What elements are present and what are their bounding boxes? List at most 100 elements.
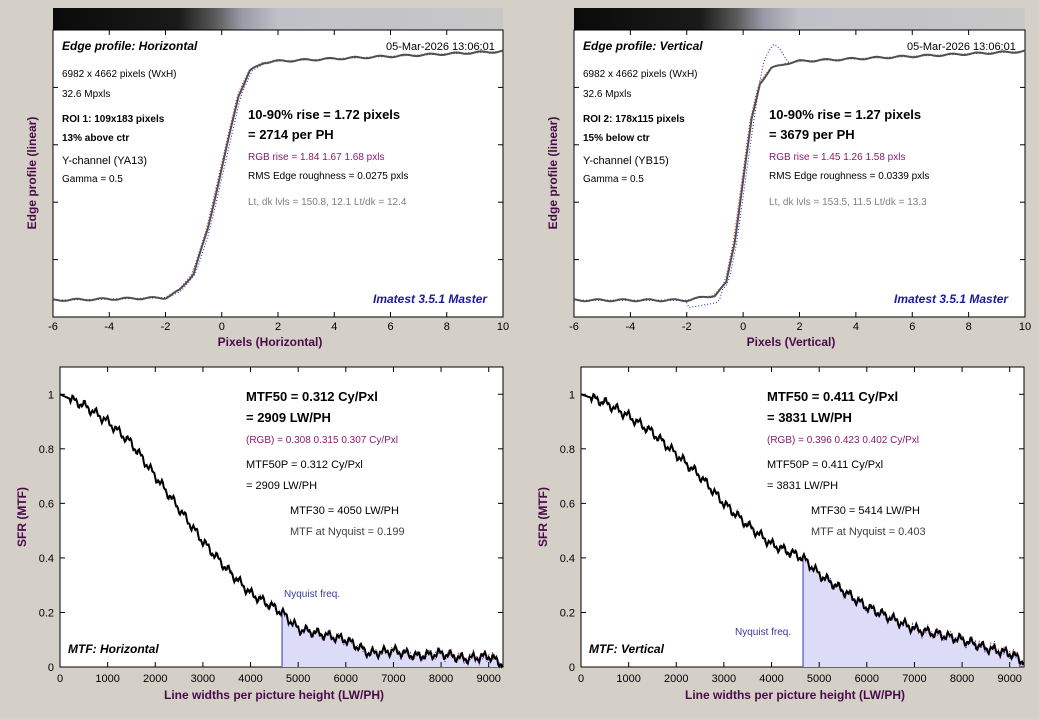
edge-profile-horizontal-panel: Edge profile: Horizontal 05-Mar-2026 13:… — [25, 8, 509, 349]
rise-per-ph: = 3679 per PH — [769, 127, 855, 142]
plot-area — [573, 29, 1026, 318]
x-tick-label: -4 — [625, 321, 635, 333]
nyquist-label: Nyquist freq. — [735, 627, 791, 638]
blue-channel-mtf — [59, 393, 503, 668]
x-tick-label: 1000 — [95, 673, 119, 685]
x-tick-label: 9000 — [476, 673, 500, 685]
y-tick-label: 0.8 — [39, 444, 54, 456]
megapixels: 32.6 Mpxls — [583, 89, 631, 100]
mtf30-value: MTF30 = 4050 LW/PH — [290, 505, 399, 517]
panel-title: Edge profile: Horizontal — [62, 39, 198, 53]
mtf50p-lwph: = 3831 LW/PH — [767, 480, 838, 492]
edge-roughness: RMS Edge roughness = 0.0275 pxls — [248, 171, 408, 182]
plot-area — [52, 29, 504, 318]
edge-image-strip — [53, 8, 503, 30]
mtf30-value: MTF30 = 5414 LW/PH — [811, 505, 920, 517]
x-tick-label: -2 — [161, 321, 171, 333]
x-tick-label: 8000 — [429, 673, 453, 685]
roi-position: 13% above ctr — [62, 133, 129, 144]
x-tick-label: 4000 — [238, 673, 262, 685]
x-tick-label: 2000 — [664, 673, 688, 685]
x-tick-label: -6 — [569, 321, 579, 333]
y-tick-label: 0.4 — [560, 553, 575, 565]
x-tick-label: 6000 — [334, 673, 358, 685]
y-axis-label: Edge profile (linear) — [546, 117, 560, 230]
y-tick-label: 1 — [569, 389, 575, 401]
x-tick-label: 6000 — [855, 673, 879, 685]
x-tick-label: -2 — [682, 321, 692, 333]
edge-profile-line — [573, 49, 1026, 303]
y-tick-label: 0.8 — [560, 444, 575, 456]
channel: Y-channel (YB15) — [583, 155, 669, 167]
megapixels: 32.6 Mpxls — [62, 89, 110, 100]
panel-title: Edge profile: Vertical — [583, 39, 703, 53]
x-tick-label: 0 — [578, 673, 584, 685]
software-version: Imatest 3.5.1 Master — [373, 292, 488, 306]
y-tick-label: 0.4 — [39, 553, 54, 565]
x-axis-label: Line widths per picture height (LW/PH) — [164, 688, 384, 702]
x-tick-label: 7000 — [902, 673, 926, 685]
mtf-at-nyquist: MTF at Nyquist = 0.403 — [811, 526, 926, 538]
x-tick-label: 10 — [1019, 321, 1031, 333]
x-axis-label: Pixels (Vertical) — [747, 335, 836, 349]
x-tick-label: 10 — [497, 321, 509, 333]
x-axis-label: Pixels (Horizontal) — [218, 335, 323, 349]
x-tick-label: 0 — [219, 321, 225, 333]
mtf-at-nyquist: MTF at Nyquist = 0.199 — [290, 526, 405, 538]
x-tick-label: 4000 — [759, 673, 783, 685]
x-tick-label: 8000 — [950, 673, 974, 685]
mtf50-value: MTF50 = 0.312 Cy/Pxl — [246, 389, 378, 404]
x-tick-label: 5000 — [286, 673, 310, 685]
x-tick-label: 5000 — [807, 673, 831, 685]
rgb-rise: RGB rise = 1.84 1.67 1.68 pxls — [248, 152, 384, 163]
y-tick-label: 0.6 — [560, 498, 575, 510]
edge-image-strip — [574, 8, 1025, 30]
y-tick-label: 0.2 — [39, 607, 54, 619]
x-tick-label: 2000 — [143, 673, 167, 685]
mtf50p-value: MTF50P = 0.411 Cy/Pxl — [767, 459, 883, 471]
panel-title: MTF: Vertical — [589, 642, 665, 656]
edge-profile-vertical-panel: Edge profile: Vertical 05-Mar-2026 13:06… — [546, 8, 1031, 349]
mtf-horizontal-panel: MTF50 = 0.312 Cy/Pxl = 2909 LW/PH (RGB) … — [15, 366, 504, 702]
rise-value: 10-90% rise = 1.72 pixels — [248, 107, 400, 122]
roi-info: ROI 2: 178x115 pixels — [583, 114, 685, 125]
panel-title: MTF: Horizontal — [68, 642, 159, 656]
x-axis-label: Line widths per picture height (LW/PH) — [685, 688, 905, 702]
edge-profile-line — [52, 49, 504, 302]
x-tick-label: 9000 — [997, 673, 1021, 685]
image-dimensions: 6982 x 4662 pixels (WxH) — [62, 69, 177, 80]
timestamp: 05-Mar-2026 13:06:01 — [386, 41, 495, 53]
channel: Y-channel (YA13) — [62, 155, 147, 167]
x-tick-label: 8 — [444, 321, 450, 333]
y-tick-label: 0 — [48, 662, 54, 674]
rgb-rise: RGB rise = 1.45 1.26 1.58 pxls — [769, 152, 905, 163]
beyond-nyquist-area — [282, 609, 503, 667]
gamma: Gamma = 0.5 — [583, 174, 644, 185]
y-tick-label: 0.6 — [39, 498, 54, 510]
x-tick-label: 4 — [853, 321, 859, 333]
gamma: Gamma = 0.5 — [62, 174, 123, 185]
mtf50p-lwph: = 2909 LW/PH — [246, 480, 317, 492]
mtf-line — [580, 392, 1025, 666]
y-tick-label: 0.2 — [560, 607, 575, 619]
x-tick-label: 8 — [966, 321, 972, 333]
x-tick-label: 2 — [796, 321, 802, 333]
mtf50p-value: MTF50P = 0.312 Cy/Pxl — [246, 459, 363, 471]
y-axis-label: SFR (MTF) — [536, 487, 550, 547]
x-tick-label: 1000 — [616, 673, 640, 685]
software-version: Imatest 3.5.1 Master — [894, 292, 1009, 306]
x-tick-label: 6 — [909, 321, 915, 333]
x-tick-label: 0 — [740, 321, 746, 333]
rise-per-ph: = 2714 per PH — [248, 127, 334, 142]
mtf50-lwph: = 2909 LW/PH — [246, 410, 331, 425]
roi-position: 15% below ctr — [583, 133, 650, 144]
beyond-nyquist-area — [803, 554, 1024, 667]
x-tick-label: 3000 — [712, 673, 736, 685]
x-tick-label: 2 — [275, 321, 281, 333]
mtf-line — [59, 393, 504, 669]
x-tick-label: -4 — [104, 321, 114, 333]
x-tick-label: 4 — [331, 321, 337, 333]
roi-info: ROI 1: 109x183 pixels — [62, 114, 165, 125]
rise-value: 10-90% rise = 1.27 pixels — [769, 107, 921, 122]
